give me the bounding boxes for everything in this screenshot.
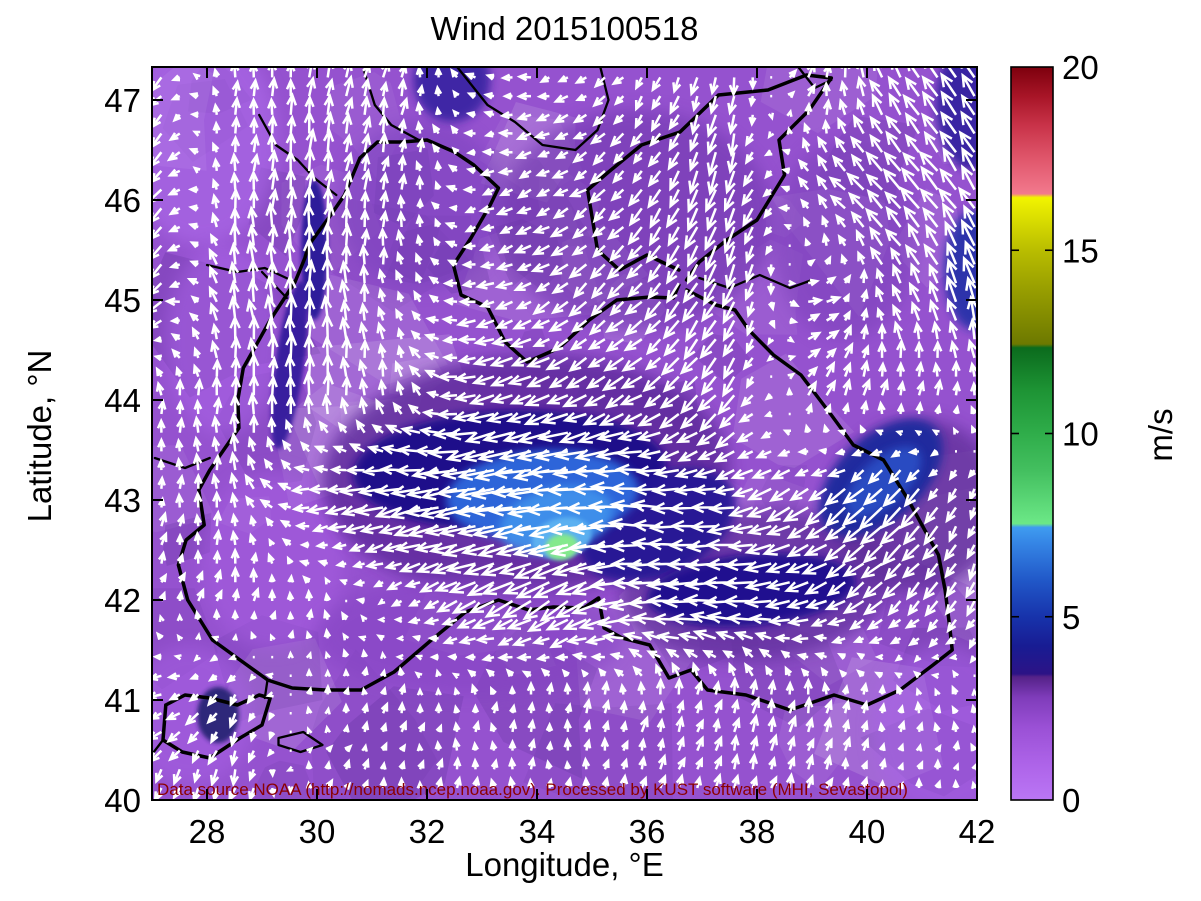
- coastline-kuban: [698, 273, 814, 290]
- colorbar-tick-label: 5: [1062, 599, 1080, 636]
- colorbar-tick-label: 15: [1062, 232, 1099, 269]
- y-tick-label: 42: [104, 582, 141, 619]
- y-tick-label: 41: [104, 682, 141, 719]
- x-tick-label: 32: [409, 813, 446, 850]
- coastline-bosphorus: [263, 678, 269, 700]
- colorbar-tick-label: 10: [1062, 416, 1099, 453]
- coastline-dardanelles: [152, 738, 165, 757]
- coastline-danube: [205, 263, 297, 284]
- y-tick-label: 40: [104, 782, 141, 819]
- y-tick-label: 44: [104, 382, 141, 419]
- colorbar: 0 5 10 15 20 m/s: [1010, 49, 1179, 819]
- coastline-dniester: [258, 113, 338, 197]
- x-tick-label: 30: [299, 813, 336, 850]
- coastline-dnieper: [456, 67, 610, 152]
- x-axis-label: Longitude, °E: [465, 846, 664, 883]
- plot-title: Wind 2015100518: [430, 10, 699, 47]
- tick-labels: 28 30 32 34 36 38 40 42 40 41 42 43 44 45 46 47: [104, 82, 995, 850]
- x-tick-label: 42: [959, 813, 996, 850]
- wind-speed-field: [152, 67, 977, 800]
- colorbar-units-label: m/s: [1142, 408, 1179, 461]
- y-tick-label: 47: [104, 82, 141, 119]
- colorbar-tick-label: 20: [1062, 49, 1099, 86]
- y-tick-label: 45: [104, 282, 141, 319]
- x-tick-label: 40: [849, 813, 886, 850]
- y-tick-label: 43: [104, 482, 141, 519]
- colorbar-tick-label: 0: [1062, 782, 1080, 819]
- x-tick-label: 28: [189, 813, 226, 850]
- axis-ticks: [151, 66, 978, 801]
- wind-arrows: [152, 67, 977, 800]
- x-tick-label: 38: [739, 813, 776, 850]
- data-source-annotation: Data source NOAA (http://nomads.ncep.noa…: [157, 780, 908, 799]
- x-tick-label: 36: [629, 813, 666, 850]
- y-tick-label: 46: [104, 182, 141, 219]
- y-axis-label: Latitude, °N: [21, 349, 58, 523]
- coastline-west_north_crimea: [176, 138, 681, 681]
- x-tick-label: 34: [519, 813, 556, 850]
